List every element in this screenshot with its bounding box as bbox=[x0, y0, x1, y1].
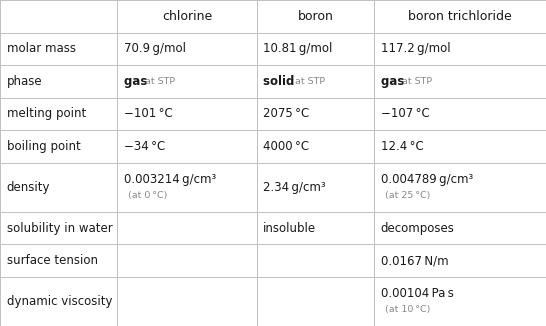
Text: at STP: at STP bbox=[145, 77, 175, 86]
Text: molar mass: molar mass bbox=[7, 42, 75, 55]
Text: 70.9 g/mol: 70.9 g/mol bbox=[124, 42, 186, 55]
Text: (at 0 °C): (at 0 °C) bbox=[128, 191, 168, 200]
Text: (at 10 °C): (at 10 °C) bbox=[385, 305, 430, 314]
Text: 12.4 °C: 12.4 °C bbox=[381, 140, 423, 153]
Text: chlorine: chlorine bbox=[162, 10, 212, 23]
Text: melting point: melting point bbox=[7, 108, 86, 121]
Text: (at 25 °C): (at 25 °C) bbox=[385, 191, 430, 200]
Text: 117.2 g/mol: 117.2 g/mol bbox=[381, 42, 450, 55]
Text: boiling point: boiling point bbox=[7, 140, 80, 153]
Text: surface tension: surface tension bbox=[7, 254, 98, 267]
Text: dynamic viscosity: dynamic viscosity bbox=[7, 295, 112, 308]
Text: density: density bbox=[7, 181, 50, 194]
Text: −34 °C: −34 °C bbox=[124, 140, 165, 153]
Text: at STP: at STP bbox=[402, 77, 432, 86]
Text: solid: solid bbox=[263, 75, 303, 88]
Text: 10.81 g/mol: 10.81 g/mol bbox=[263, 42, 333, 55]
Text: 2075 °C: 2075 °C bbox=[263, 108, 310, 121]
Text: solubility in water: solubility in water bbox=[7, 222, 112, 235]
Text: boron trichloride: boron trichloride bbox=[408, 10, 512, 23]
Text: insoluble: insoluble bbox=[263, 222, 316, 235]
Text: −107 °C: −107 °C bbox=[381, 108, 429, 121]
Text: at STP: at STP bbox=[295, 77, 325, 86]
Text: boron: boron bbox=[298, 10, 333, 23]
Text: decomposes: decomposes bbox=[381, 222, 454, 235]
Text: 0.00104 Pa s: 0.00104 Pa s bbox=[381, 287, 453, 300]
Text: gas: gas bbox=[381, 75, 412, 88]
Text: 0.004789 g/cm³: 0.004789 g/cm³ bbox=[381, 173, 473, 186]
Text: 0.003214 g/cm³: 0.003214 g/cm³ bbox=[124, 173, 216, 186]
Text: 2.34 g/cm³: 2.34 g/cm³ bbox=[263, 181, 326, 194]
Text: 0.0167 N/m: 0.0167 N/m bbox=[381, 254, 448, 267]
Text: 4000 °C: 4000 °C bbox=[263, 140, 309, 153]
Text: −101 °C: −101 °C bbox=[124, 108, 173, 121]
Text: gas: gas bbox=[124, 75, 156, 88]
Text: phase: phase bbox=[7, 75, 42, 88]
